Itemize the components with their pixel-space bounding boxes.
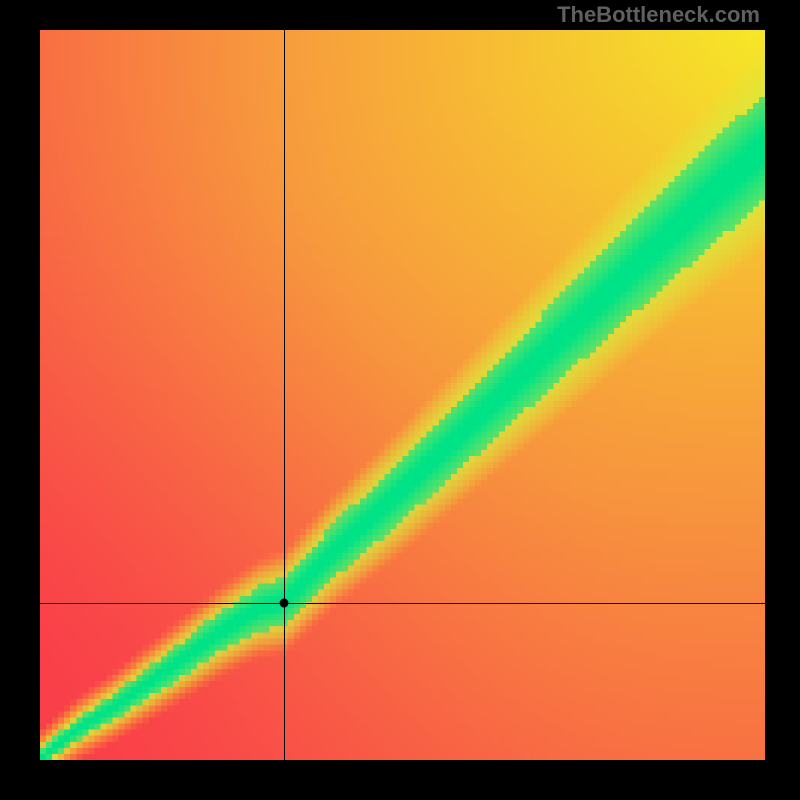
- bottleneck-heatmap-canvas: [40, 30, 765, 760]
- watermark-text: TheBottleneck.com: [557, 2, 760, 28]
- heatmap-plot-area: [40, 30, 765, 760]
